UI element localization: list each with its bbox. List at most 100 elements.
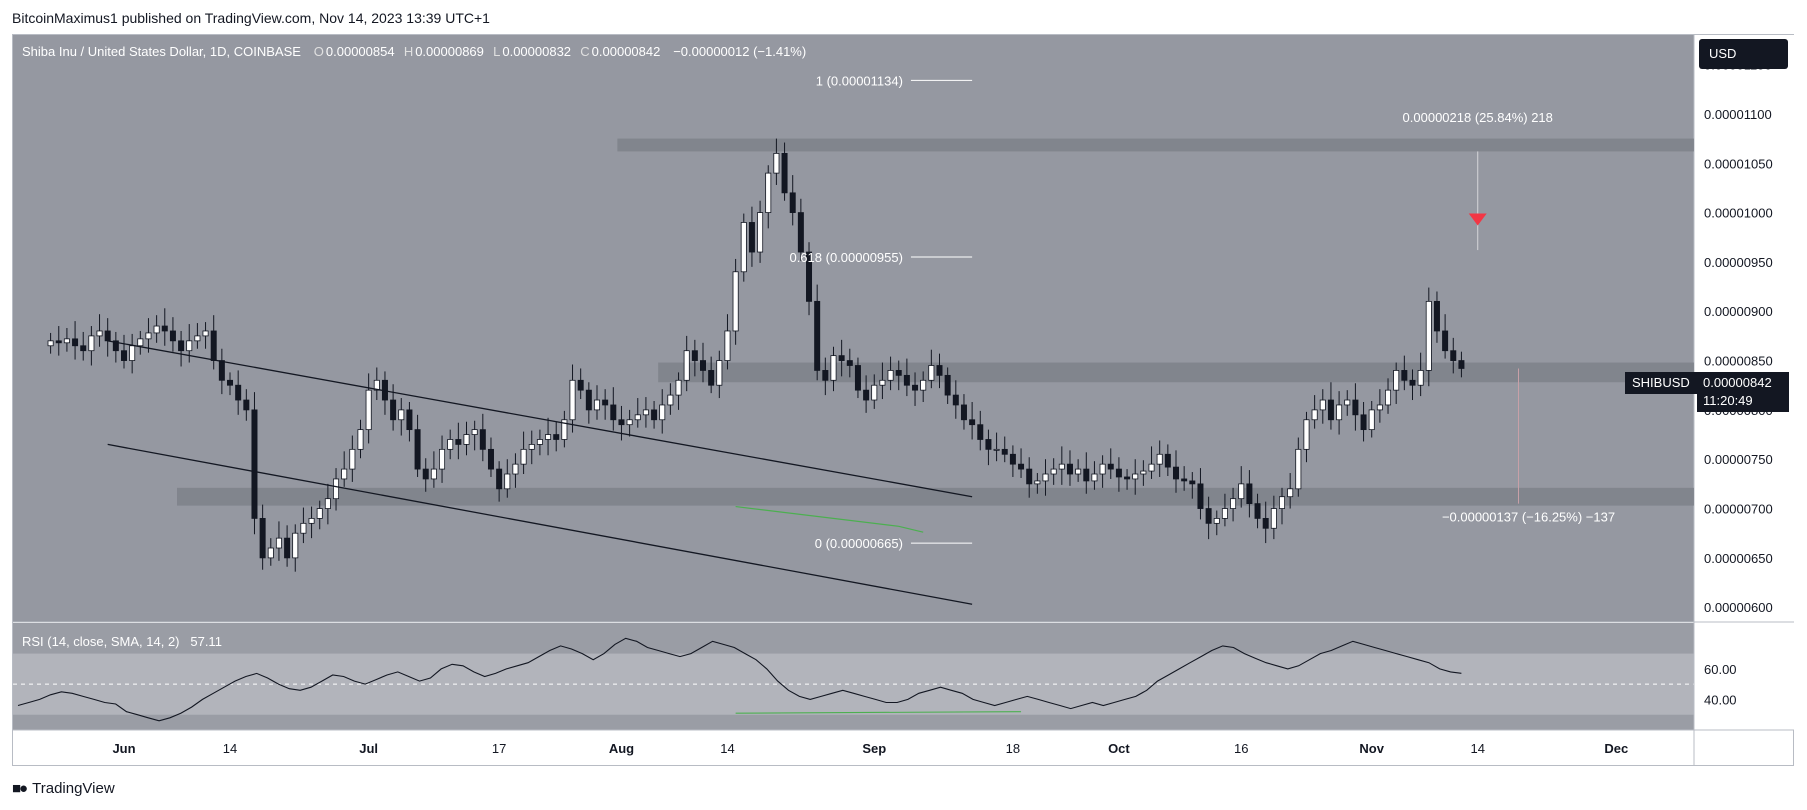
- candle: [732, 258, 739, 345]
- ohlc-legend: Shiba Inu / United States Dollar, 1D, CO…: [22, 44, 808, 59]
- candle: [854, 357, 861, 399]
- candle-body: [235, 384, 242, 401]
- candle: [830, 346, 837, 392]
- candle-body: [1099, 463, 1106, 475]
- candle-body: [936, 365, 943, 376]
- high-value: 0.00000869: [415, 44, 484, 59]
- candle: [275, 521, 282, 561]
- candle-body: [471, 429, 478, 435]
- candle: [903, 358, 910, 397]
- price-tick-label: 0.00000850: [1704, 354, 1773, 369]
- candle: [952, 380, 959, 419]
- candle: [1189, 472, 1196, 499]
- candle-body: [80, 345, 87, 352]
- candle-body: [218, 360, 225, 381]
- candle: [1026, 457, 1033, 498]
- candle-body: [390, 399, 397, 421]
- candle: [651, 401, 658, 429]
- candle: [1262, 501, 1269, 544]
- fib-level-label: 0.618 (0.00000955): [789, 250, 902, 265]
- low-value: 0.00000832: [502, 44, 572, 59]
- candle-body: [928, 365, 935, 381]
- fib-level-label: 0 (0.00000665): [815, 536, 903, 551]
- candle-body: [333, 478, 340, 500]
- candle: [960, 394, 967, 430]
- candle-body: [1205, 508, 1212, 524]
- candle-body: [797, 212, 804, 253]
- candle-body: [854, 365, 861, 391]
- price-tick-label: 0.00000650: [1704, 551, 1773, 566]
- candle-body: [1066, 463, 1073, 475]
- candle: [871, 374, 878, 409]
- candle-body: [748, 222, 755, 253]
- candle-body: [716, 360, 723, 386]
- candle-body: [210, 330, 217, 361]
- candle: [610, 387, 617, 431]
- fib-level-label: 1 (0.00001134): [816, 73, 903, 88]
- red-arrow-down-icon: [1468, 213, 1487, 226]
- candle: [1197, 468, 1204, 520]
- candle: [1132, 459, 1139, 495]
- candle: [1417, 352, 1424, 397]
- candle-body: [683, 350, 690, 381]
- candle: [1352, 383, 1359, 431]
- candle-body: [1018, 463, 1025, 470]
- rsi-divergence-line: [735, 711, 1022, 714]
- candle-body: [96, 330, 103, 337]
- candle: [284, 525, 291, 567]
- candle-body: [398, 409, 405, 421]
- candle-body: [1279, 496, 1286, 509]
- candle-body: [1181, 478, 1188, 482]
- candle-body: [308, 518, 315, 524]
- candle: [430, 451, 437, 488]
- candle: [227, 372, 234, 396]
- candle: [300, 507, 307, 544]
- candle: [1401, 355, 1408, 391]
- candle: [740, 213, 747, 282]
- candle-body: [178, 340, 185, 352]
- candle-body: [977, 424, 984, 440]
- currency-button[interactable]: USD: [1699, 39, 1788, 69]
- candle-body: [169, 330, 176, 342]
- candle: [72, 321, 79, 360]
- candle-body: [634, 414, 641, 421]
- candle-body: [129, 345, 136, 361]
- candle-body: [463, 434, 470, 445]
- candle: [1287, 473, 1294, 509]
- candle: [1433, 291, 1440, 343]
- candle-body: [161, 325, 168, 332]
- candle: [846, 348, 853, 378]
- candle: [708, 356, 715, 394]
- candle: [1450, 337, 1457, 374]
- candle-body: [504, 473, 511, 490]
- candle-body: [569, 379, 576, 421]
- candle: [447, 429, 454, 460]
- candle-body: [186, 340, 193, 352]
- candle-body: [863, 389, 870, 401]
- candle: [602, 389, 609, 420]
- candle: [1148, 446, 1155, 479]
- candle: [700, 342, 707, 383]
- candle: [137, 330, 144, 355]
- channel-lower-line: [107, 443, 973, 605]
- candle-body: [773, 152, 780, 174]
- candle-body: [406, 409, 413, 431]
- candle: [243, 389, 250, 421]
- candle-body: [887, 370, 894, 381]
- candle-body: [430, 468, 437, 480]
- bar-countdown: 11:20:49: [1703, 393, 1753, 408]
- candle-body: [1091, 473, 1098, 482]
- candle: [235, 370, 242, 415]
- resistance-zone: [177, 487, 1694, 506]
- time-tick-label: Aug: [609, 741, 634, 756]
- price-tick-label: 0.00001050: [1704, 156, 1773, 171]
- candle: [1327, 382, 1334, 430]
- candle-body: [512, 463, 519, 475]
- candle: [822, 357, 829, 396]
- candle-body: [1433, 300, 1440, 332]
- candle-body: [675, 379, 682, 396]
- candle: [1058, 446, 1065, 485]
- tradingview-brand[interactable]: ■● TradingView: [12, 780, 115, 797]
- candle-body: [72, 338, 79, 347]
